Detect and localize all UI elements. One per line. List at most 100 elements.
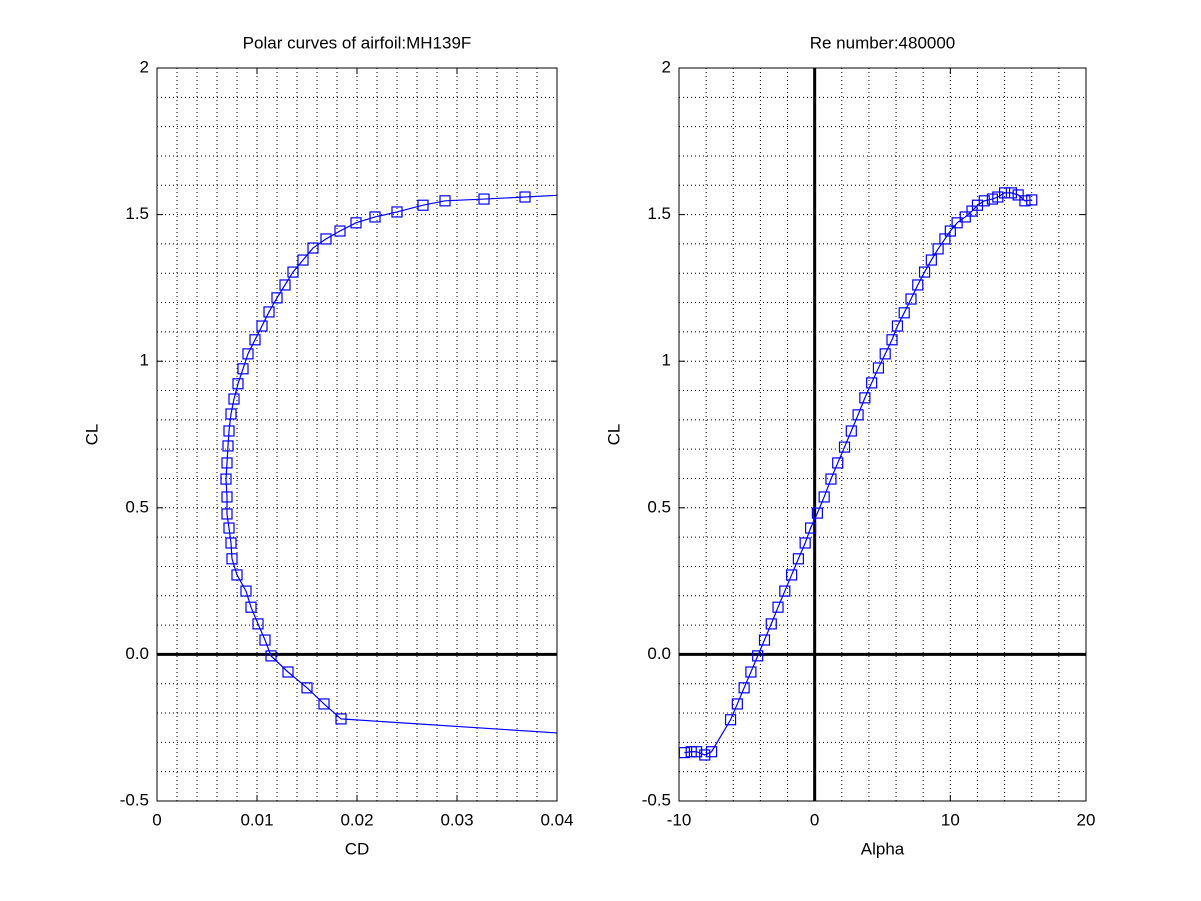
x-tick-label: 0.03 bbox=[440, 810, 473, 829]
marker bbox=[225, 537, 237, 549]
marker bbox=[1005, 187, 1017, 199]
marker bbox=[263, 306, 275, 318]
marker bbox=[1026, 194, 1038, 206]
y-tick-label: -0.5 bbox=[120, 790, 149, 809]
marker bbox=[752, 650, 764, 662]
marker bbox=[925, 254, 937, 266]
y-tick-label: -0.5 bbox=[642, 790, 671, 809]
marker bbox=[691, 746, 703, 758]
x-tick-label: 20 bbox=[1077, 810, 1096, 829]
marker bbox=[225, 408, 237, 420]
marker bbox=[905, 293, 917, 305]
y-axis-label: CL bbox=[82, 424, 101, 446]
marker bbox=[240, 585, 252, 597]
marker bbox=[391, 206, 403, 218]
marker bbox=[301, 682, 313, 694]
marker bbox=[318, 698, 330, 710]
marker bbox=[1012, 189, 1024, 201]
marker bbox=[222, 440, 234, 452]
marker bbox=[825, 473, 837, 485]
marker bbox=[334, 225, 346, 237]
chart-title: Re number:480000 bbox=[810, 33, 956, 52]
marker bbox=[758, 634, 771, 646]
marker bbox=[705, 746, 718, 758]
marker bbox=[231, 569, 243, 581]
marker bbox=[228, 393, 240, 405]
marker bbox=[944, 225, 956, 237]
marker bbox=[221, 491, 233, 503]
marker bbox=[998, 187, 1011, 199]
marker bbox=[279, 279, 291, 291]
marker bbox=[772, 601, 784, 613]
y-tick-label: 0.0 bbox=[647, 644, 671, 663]
marker bbox=[792, 553, 804, 565]
marker bbox=[282, 666, 294, 678]
marker bbox=[256, 320, 268, 332]
x-tick-label: 0.01 bbox=[240, 810, 273, 829]
x-tick-label: 0.02 bbox=[340, 810, 373, 829]
marker bbox=[765, 618, 777, 630]
y-tick-label: 1.5 bbox=[125, 204, 149, 223]
x-axis-label: Alpha bbox=[861, 839, 905, 858]
marker bbox=[602, 188, 612, 198]
marker bbox=[221, 508, 233, 520]
marker bbox=[439, 195, 451, 207]
y-tick-label: 1.5 bbox=[647, 204, 671, 223]
marker bbox=[242, 348, 254, 360]
marker bbox=[265, 650, 277, 662]
series-group bbox=[220, 188, 612, 734]
marker bbox=[951, 217, 963, 229]
marker bbox=[369, 211, 381, 223]
axes-box bbox=[678, 67, 1087, 802]
marker bbox=[335, 713, 347, 725]
series-line bbox=[225, 194, 557, 734]
marker bbox=[832, 457, 844, 469]
y-tick-label: 2 bbox=[662, 57, 671, 76]
x-tick-label: 0 bbox=[152, 810, 161, 829]
marker bbox=[519, 191, 531, 203]
marker bbox=[226, 553, 238, 565]
marker bbox=[679, 747, 691, 759]
x-tick-label: -10 bbox=[667, 810, 692, 829]
marker bbox=[932, 243, 944, 255]
marker bbox=[417, 199, 429, 211]
marker bbox=[912, 279, 924, 291]
marker bbox=[221, 457, 233, 469]
x-tick-label: 0 bbox=[810, 810, 819, 829]
y-tick-label: 0.0 bbox=[125, 644, 149, 663]
marker bbox=[478, 193, 490, 205]
marker bbox=[799, 537, 811, 549]
marker bbox=[786, 569, 798, 581]
marker bbox=[891, 320, 904, 332]
marker bbox=[872, 362, 885, 374]
marker bbox=[898, 307, 910, 319]
marker bbox=[320, 233, 332, 245]
marker bbox=[220, 473, 232, 485]
marker bbox=[232, 378, 244, 390]
marker bbox=[811, 507, 823, 519]
marker bbox=[307, 242, 319, 254]
marker bbox=[845, 425, 857, 437]
y-axis-label: CL bbox=[604, 424, 623, 446]
marker bbox=[249, 334, 261, 346]
marker bbox=[978, 195, 990, 207]
marker bbox=[252, 618, 264, 630]
marker bbox=[971, 199, 984, 211]
marker bbox=[259, 634, 271, 646]
marker bbox=[918, 266, 931, 278]
marker bbox=[818, 491, 830, 503]
marker bbox=[287, 266, 299, 278]
y-tick-label: 0.5 bbox=[125, 497, 149, 516]
marker bbox=[1019, 195, 1031, 207]
marker bbox=[223, 522, 235, 534]
marker bbox=[245, 601, 257, 613]
marker bbox=[959, 211, 971, 223]
marker bbox=[699, 749, 711, 761]
x-tick-label: 10 bbox=[941, 810, 960, 829]
marker bbox=[738, 682, 750, 694]
marker bbox=[350, 217, 362, 229]
plot-area bbox=[157, 68, 557, 801]
marker bbox=[859, 392, 871, 404]
plot-area bbox=[679, 68, 1086, 801]
